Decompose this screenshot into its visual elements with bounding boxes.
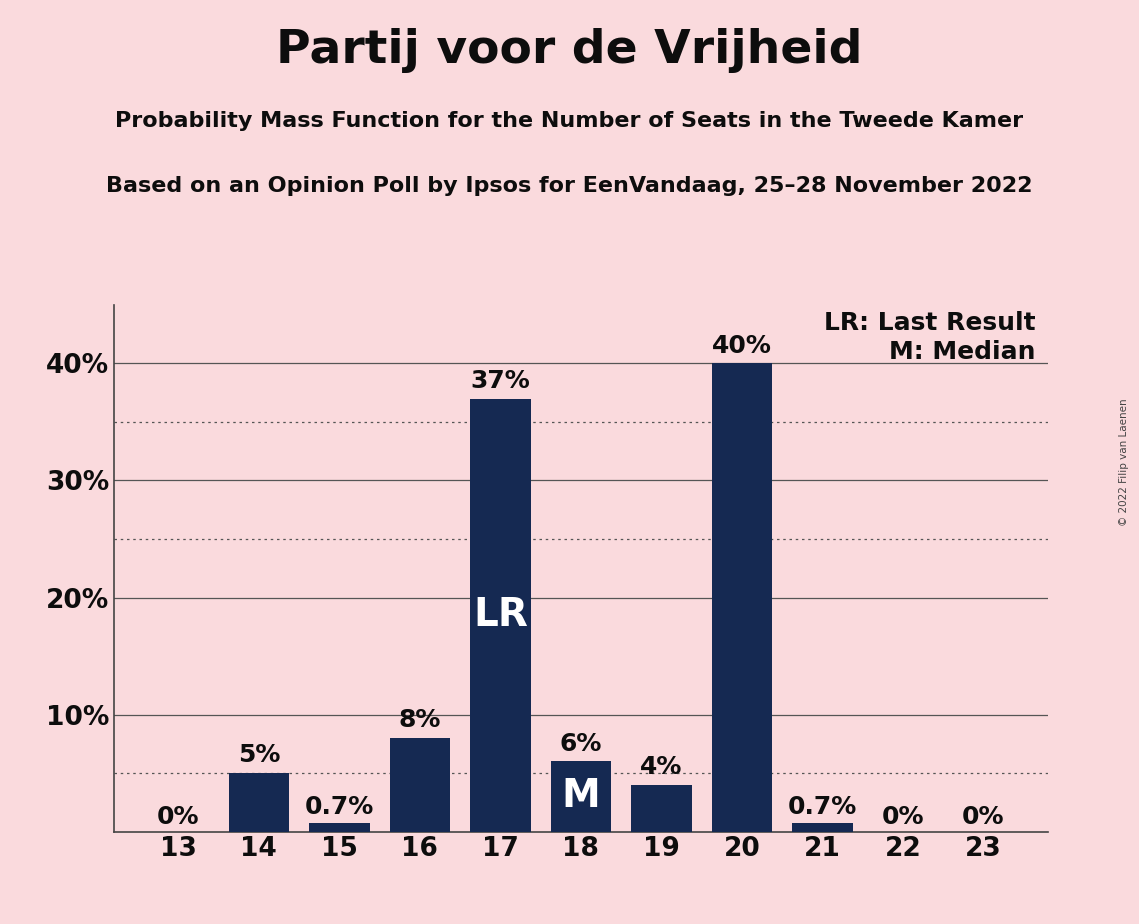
Text: Probability Mass Function for the Number of Seats in the Tweede Kamer: Probability Mass Function for the Number… [115,111,1024,131]
Text: 0.7%: 0.7% [305,795,374,819]
Text: 0.7%: 0.7% [788,795,857,819]
Text: 37%: 37% [470,369,531,393]
Text: 5%: 5% [238,743,280,767]
Text: Partij voor de Vrijheid: Partij voor de Vrijheid [277,28,862,73]
Text: © 2022 Filip van Laenen: © 2022 Filip van Laenen [1120,398,1129,526]
Bar [309,823,369,832]
Bar [631,784,691,832]
Bar [793,823,853,832]
Text: M: Median: M: Median [890,340,1035,364]
Text: 0%: 0% [157,805,199,829]
Text: 40%: 40% [712,334,772,358]
Bar [712,363,772,832]
Text: 0%: 0% [962,805,1005,829]
Text: 4%: 4% [640,755,682,779]
Text: 6%: 6% [559,732,603,756]
Bar [390,738,450,832]
Text: M: M [562,777,600,816]
Text: LR: Last Result: LR: Last Result [825,310,1035,334]
Bar [229,773,289,832]
Text: 8%: 8% [399,708,441,732]
Text: 0%: 0% [882,805,924,829]
Text: Based on an Opinion Poll by Ipsos for EenVandaag, 25–28 November 2022: Based on an Opinion Poll by Ipsos for Ee… [106,176,1033,196]
Bar [550,761,612,832]
Text: LR: LR [473,596,527,634]
Bar [470,398,531,832]
